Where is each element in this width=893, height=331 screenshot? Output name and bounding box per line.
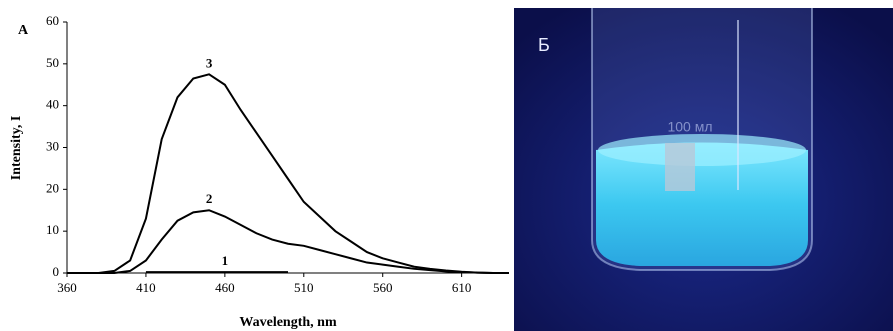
beaker-marking: 100 мл bbox=[667, 119, 712, 135]
photo-label: Б bbox=[538, 35, 550, 55]
label-sticker bbox=[665, 143, 695, 191]
series-label: 2 bbox=[206, 191, 213, 206]
x-tick-label: 560 bbox=[373, 280, 393, 295]
y-tick-label: 30 bbox=[46, 138, 59, 153]
y-tick-label: 50 bbox=[46, 55, 59, 70]
line-series bbox=[67, 209, 509, 274]
y-tick-label: 10 bbox=[46, 222, 59, 237]
x-tick-label: 410 bbox=[136, 280, 156, 295]
photo: 100 мл Б bbox=[514, 8, 893, 331]
y-tick-label: 20 bbox=[46, 180, 59, 195]
x-tick-label: 610 bbox=[452, 280, 472, 295]
x-tick-label: 360 bbox=[57, 280, 77, 295]
y-tick-label: 60 bbox=[46, 13, 59, 28]
y-tick-label: 40 bbox=[46, 97, 59, 112]
series-label: 3 bbox=[206, 55, 213, 70]
liquid-surface bbox=[598, 134, 806, 166]
x-axis-label: Wavelength, nm bbox=[239, 315, 337, 330]
glowing-liquid bbox=[596, 142, 808, 266]
line-series bbox=[67, 73, 509, 274]
x-tick-label: 510 bbox=[294, 280, 314, 295]
y-axis-label: Intensity, I bbox=[9, 116, 24, 181]
panel-label: A bbox=[18, 23, 29, 38]
y-tick-label: 0 bbox=[53, 264, 60, 279]
x-tick-label: 460 bbox=[215, 280, 235, 295]
series-label: 1 bbox=[222, 253, 229, 268]
